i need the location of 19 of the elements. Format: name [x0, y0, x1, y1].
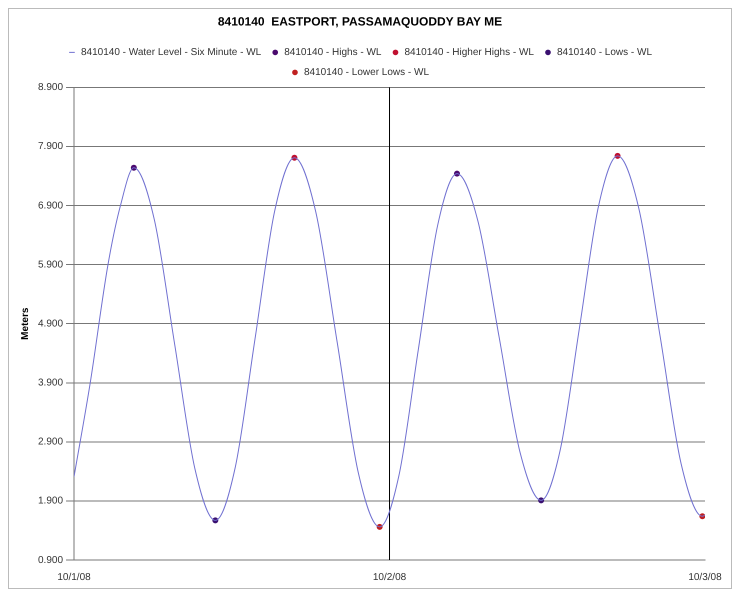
y-tick-label: 1.900 — [38, 496, 64, 507]
y-tick-label: 5.900 — [38, 259, 64, 270]
y-axis-title: Meters — [20, 307, 31, 340]
legend-label: 8410140 - Higher Highs - WL — [404, 47, 534, 58]
y-tick-label: 8.900 — [38, 82, 64, 94]
x-tick-label: 10/2/08 — [372, 572, 407, 583]
y-tick-label: 7.900 — [38, 141, 64, 152]
x-tick-label: 10/3/08 — [688, 572, 722, 583]
y-tick-label: 2.900 — [38, 436, 64, 448]
legend-label: 8410140 - Water Level - Six Minute - WL — [80, 47, 262, 58]
legend-label: 8410140 - Lows - WL — [556, 47, 652, 58]
y-tick-label: 6.900 — [38, 200, 64, 212]
legend-label: 8410140 - Lower Lows - WL — [304, 67, 430, 78]
y-tick-label: 0.900 — [38, 554, 64, 566]
y-tick-label: 4.900 — [38, 318, 64, 330]
x-tick-label: 10/1/08 — [57, 572, 92, 583]
legend-label: 8410140 - Highs - WL — [284, 47, 382, 58]
chart-title: 8410140 EASTPORT, PASSAMAQUODDY BAY ME — [218, 14, 502, 29]
y-tick-label: 3.900 — [38, 378, 64, 389]
